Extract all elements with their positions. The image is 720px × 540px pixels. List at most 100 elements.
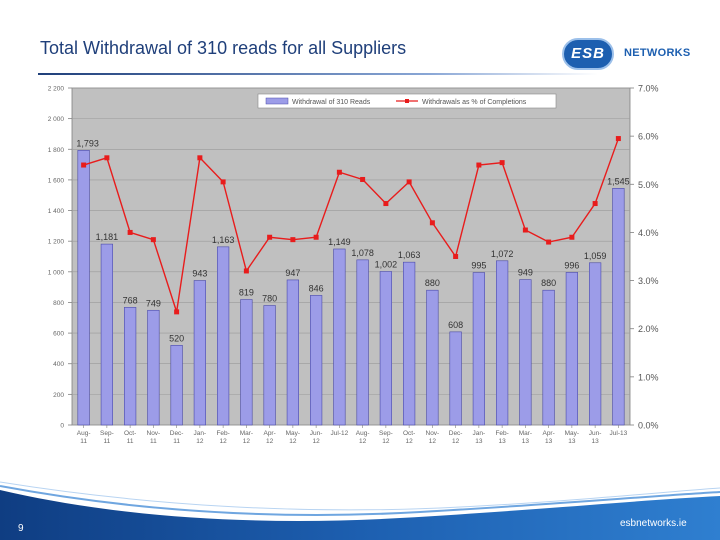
line-marker [522, 227, 528, 233]
left-tick-label: 800 [53, 300, 64, 307]
bar-data-label: 880 [425, 278, 440, 288]
bar [565, 272, 578, 426]
x-tick-label: Feb- [216, 430, 229, 437]
bar-data-label: 846 [309, 283, 324, 293]
x-tick-label: 12 [429, 438, 437, 445]
bar-data-label: 768 [123, 295, 138, 305]
line-marker [127, 229, 133, 235]
bar [612, 188, 625, 426]
esb-networks-logo: ESB NETWORKS [562, 36, 690, 72]
legend-line-marker [405, 99, 409, 103]
bar [449, 331, 462, 426]
x-tick-label: 13 [568, 438, 576, 445]
bar [77, 150, 90, 426]
bar [286, 279, 299, 426]
left-tick-label: 600 [53, 331, 64, 338]
line-marker [220, 179, 226, 185]
x-tick-label: 13 [545, 438, 553, 445]
left-tick-label: 1 600 [48, 177, 65, 184]
line-marker [290, 237, 296, 243]
right-tick-label: 6.0% [638, 132, 659, 142]
bar [170, 345, 183, 426]
x-tick-label: Dec- [449, 430, 463, 437]
x-tick-label: 11 [127, 438, 134, 445]
bar-data-label: 949 [518, 268, 533, 278]
line-marker [360, 176, 366, 182]
line-marker [476, 162, 482, 168]
x-tick-label: Mar- [240, 430, 253, 437]
x-tick-label: Jan- [473, 430, 486, 437]
x-tick-label: 11 [80, 438, 87, 445]
x-tick-label: Jul-13 [610, 430, 628, 437]
left-tick-label: 1 200 [48, 239, 65, 246]
right-tick-label: 5.0% [638, 180, 659, 190]
x-tick-label: Dec- [170, 430, 184, 437]
line-marker [406, 179, 412, 185]
bar [356, 259, 369, 426]
bar-data-label: 608 [448, 320, 463, 330]
right-tick-label: 2.0% [638, 324, 659, 334]
x-tick-label: May- [286, 430, 300, 437]
bar [496, 260, 509, 426]
bar-data-label: 520 [169, 333, 184, 343]
x-tick-label: 12 [220, 438, 228, 445]
bar-data-label: 1,163 [212, 235, 235, 245]
x-tick-label: Apr- [542, 430, 554, 437]
website-url: esbnetworks.ie [620, 518, 687, 529]
bar [426, 289, 439, 426]
right-tick-label: 0.0% [638, 421, 659, 431]
x-tick-label: Nov- [426, 430, 440, 437]
x-tick-label: Oct- [124, 430, 136, 437]
line-marker [453, 254, 459, 259]
page-number: 9 [18, 523, 24, 534]
line-marker [243, 268, 249, 274]
bar-data-label: 1,063 [398, 250, 421, 260]
bar-data-label: 819 [239, 288, 254, 298]
x-tick-label: 12 [406, 438, 414, 445]
bar-data-label: 1,793 [76, 138, 99, 148]
x-tick-label: Mar- [519, 430, 532, 437]
bar [379, 271, 392, 426]
x-tick-label: Sep- [379, 430, 393, 437]
x-tick-label: 12 [289, 438, 297, 445]
bar [240, 299, 253, 426]
x-tick-label: Jan- [194, 430, 207, 437]
line-marker [313, 234, 319, 240]
line-marker [429, 220, 435, 226]
bar [333, 248, 346, 426]
x-tick-label: Sep- [100, 430, 114, 437]
x-tick-label: 12 [382, 438, 390, 445]
line-marker [81, 162, 87, 168]
right-tick-label: 7.0% [638, 84, 659, 94]
line-marker [197, 155, 203, 161]
x-tick-label: 12 [243, 438, 251, 445]
left-tick-label: 0 [60, 423, 64, 430]
line-marker [615, 136, 621, 142]
bar-data-label: 1,149 [328, 237, 351, 247]
x-tick-label: 13 [475, 438, 483, 445]
x-tick-label: Oct- [403, 430, 415, 437]
bar-data-label: 749 [146, 298, 161, 308]
bar-data-label: 780 [262, 294, 277, 304]
left-tick-label: 1 400 [48, 208, 65, 215]
x-tick-label: 13 [522, 438, 530, 445]
legend-bar-swatch [265, 97, 289, 105]
left-tick-label: 400 [53, 361, 64, 368]
x-tick-label: Jun- [589, 430, 602, 437]
slide-title: Total Withdrawal of 310 reads for all Su… [40, 38, 407, 58]
line-marker [267, 234, 273, 240]
footer-wave [0, 481, 720, 540]
line-marker [383, 201, 389, 207]
bar-data-label: 1,181 [96, 232, 119, 242]
bar-data-label: 1,072 [491, 249, 514, 259]
logo-badge: ESB [562, 38, 614, 70]
bar-data-label: 1,078 [351, 248, 374, 258]
left-tick-label: 200 [53, 392, 64, 399]
line-marker [336, 169, 342, 175]
plot-area [71, 87, 631, 426]
bar-data-label: 947 [285, 268, 300, 278]
x-tick-label: 13 [499, 438, 507, 445]
line-marker [569, 234, 575, 240]
withdrawal-chart: 0 200 400 600 800 1 000 1 200 1 400 1 600 1 800 2 … [48, 84, 659, 446]
x-tick-label: Aug- [77, 430, 91, 437]
